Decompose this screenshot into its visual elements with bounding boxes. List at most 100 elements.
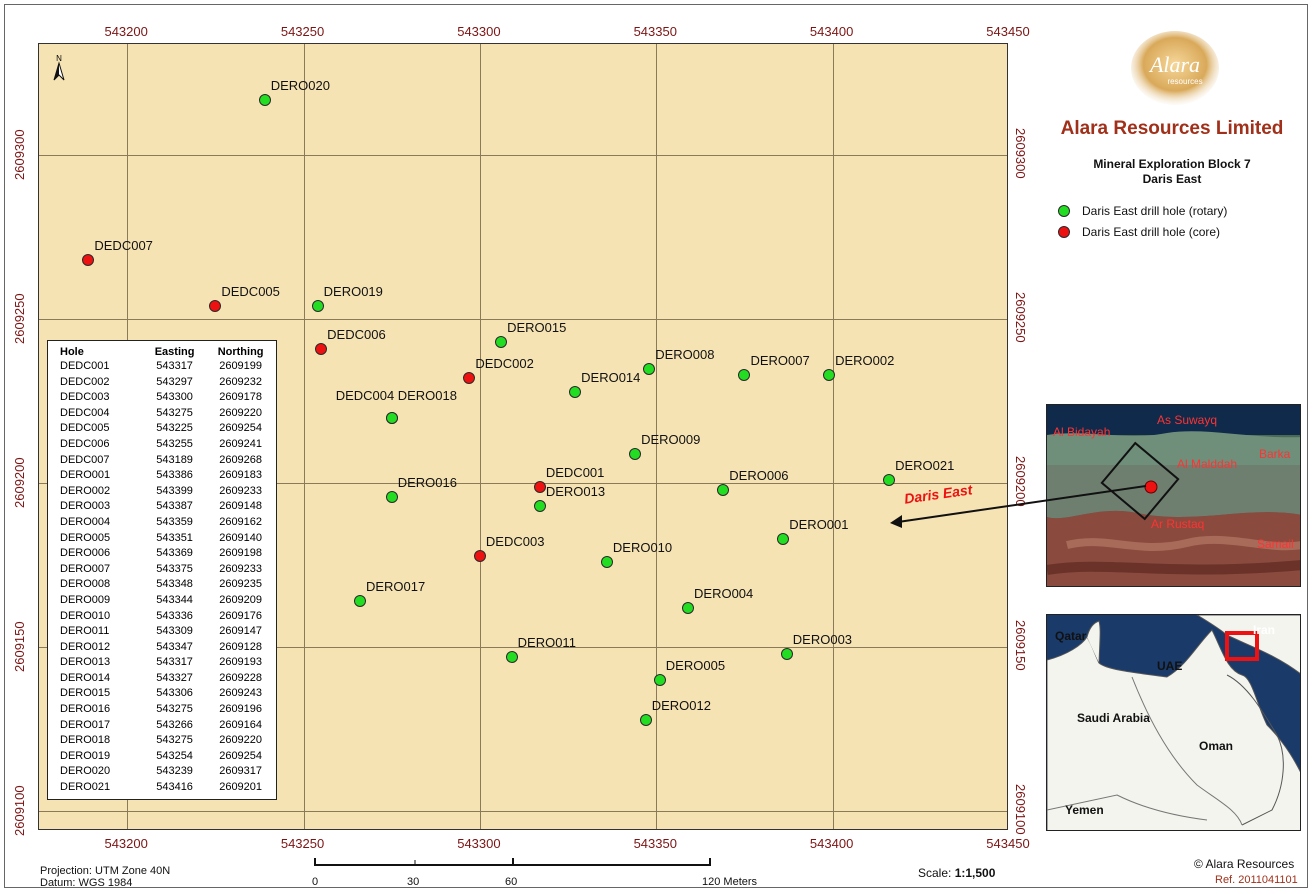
drill-hole-dero019[interactable] bbox=[311, 300, 324, 313]
x-tick-top-2: 543300 bbox=[457, 24, 501, 39]
drill-hole-dero003[interactable] bbox=[780, 647, 793, 660]
drill-hole-dero012[interactable] bbox=[639, 713, 652, 726]
drill-hole-label-dero003: DERO003 bbox=[792, 631, 853, 647]
drill-hole-dero004[interactable] bbox=[682, 602, 695, 615]
legend-rotary-swatch bbox=[1058, 205, 1070, 217]
table-cell-northing: 2609243 bbox=[219, 687, 263, 700]
drill-hole-label-dedc006: DEDC006 bbox=[327, 326, 386, 342]
x-tick-bottom-0: 543200 bbox=[104, 836, 148, 851]
table-row: DERO009 543344 2609209 bbox=[48, 593, 276, 609]
place-al-malddah: Al Malddah bbox=[1177, 457, 1238, 471]
table-row: DERO014 543327 2609228 bbox=[48, 671, 276, 687]
table-cell-hole: DERO006 bbox=[60, 547, 111, 560]
table-cell-easting: 543327 bbox=[156, 671, 193, 684]
north-label: N bbox=[56, 54, 62, 63]
drill-hole-label-dero008: DERO008 bbox=[655, 346, 715, 362]
drill-hole-label-dero020: DERO020 bbox=[270, 77, 330, 93]
table-cell-hole: DEDC006 bbox=[60, 437, 110, 450]
drill-hole-label-dero016: DERO016 bbox=[397, 474, 457, 490]
drill-hole-dero021[interactable] bbox=[883, 474, 896, 487]
table-cell-easting: 543359 bbox=[156, 515, 193, 528]
drill-hole-dedc005[interactable] bbox=[209, 300, 222, 313]
table-cell-northing: 2609268 bbox=[219, 453, 263, 466]
drill-hole-dedc007[interactable] bbox=[82, 254, 95, 267]
drill-hole-dero006[interactable] bbox=[717, 483, 730, 496]
drill-hole-dero009[interactable] bbox=[629, 447, 642, 460]
drill-hole-dero013[interactable] bbox=[533, 500, 546, 513]
table-row: DEDC001 543317 2609199 bbox=[48, 359, 276, 375]
table-cell-easting: 543300 bbox=[156, 391, 193, 404]
place-iran: Iran bbox=[1253, 623, 1276, 637]
map-frame bbox=[4, 4, 1308, 888]
table-row: DEDC007 543189 2609268 bbox=[48, 453, 276, 469]
country-outline-icon bbox=[1047, 615, 1300, 830]
y-tick-right-0: 2609300 bbox=[1013, 128, 1028, 180]
table-cell-easting: 543255 bbox=[156, 437, 193, 450]
x-tick-bottom-2: 543300 bbox=[457, 836, 501, 851]
scale-bar bbox=[314, 858, 711, 866]
drill-hole-dedc001[interactable] bbox=[533, 480, 546, 493]
table-cell-northing: 2609228 bbox=[219, 671, 263, 684]
table-cell-northing: 2609162 bbox=[219, 515, 263, 528]
x-tick-bottom-4: 543400 bbox=[809, 836, 854, 851]
drill-hole-dero018[interactable] bbox=[385, 411, 398, 424]
table-cell-easting: 543275 bbox=[156, 734, 193, 747]
drill-hole-dero020[interactable] bbox=[258, 93, 271, 106]
drill-hole-dero008[interactable] bbox=[643, 362, 656, 375]
table-header-easting: Easting bbox=[154, 346, 195, 358]
drill-hole-label-dero011: DERO011 bbox=[517, 635, 576, 651]
map-subtitle-1: Mineral Exploration Block 7 bbox=[1093, 157, 1251, 171]
drill-hole-dero002[interactable] bbox=[823, 369, 836, 382]
drill-hole-dero010[interactable] bbox=[600, 556, 613, 569]
place-samail: Samail bbox=[1257, 537, 1294, 551]
drill-hole-dedc003[interactable] bbox=[473, 549, 486, 562]
scale-tick-60: 60 bbox=[505, 876, 518, 888]
scale-tick-0: 0 bbox=[312, 876, 319, 888]
table-row: DERO005 543351 2609140 bbox=[48, 531, 276, 547]
drill-hole-dedc002[interactable] bbox=[463, 372, 476, 385]
table-row: DEDC002 543297 2609232 bbox=[48, 375, 276, 391]
x-tick-bottom-1: 543250 bbox=[280, 836, 325, 851]
callout-arrow-icon bbox=[890, 485, 1147, 528]
drill-hole-dero016[interactable] bbox=[385, 490, 398, 503]
table-row: DEDC004 543275 2609220 bbox=[48, 406, 276, 422]
hole-table-box: Hole Easting Northing DEDC001 543317 26091… bbox=[47, 340, 277, 800]
copyright-text: © Alara Resources bbox=[1194, 857, 1295, 871]
table-row: DERO004 543359 2609162 bbox=[48, 515, 276, 531]
drill-hole-label-dedc003: DEDC003 bbox=[485, 533, 545, 549]
map-panel[interactable]: N DEDC001 DEDC002 DEDC003 DEDC004 DEDC005 DED… bbox=[38, 43, 1008, 830]
regional-terrain-icon bbox=[1047, 405, 1300, 586]
drill-hole-dero017[interactable] bbox=[353, 595, 366, 608]
x-tick-bottom-3: 543350 bbox=[633, 836, 677, 851]
table-cell-northing: 2609148 bbox=[219, 500, 263, 513]
table-cell-hole: DERO005 bbox=[60, 531, 111, 544]
table-cell-hole: DERO010 bbox=[60, 609, 111, 622]
drill-hole-dero011[interactable] bbox=[505, 651, 518, 664]
place-as-suwayq: As Suwayq bbox=[1157, 413, 1218, 427]
y-tick-left-0: 2609300 bbox=[12, 129, 27, 181]
drill-hole-dero015[interactable] bbox=[495, 336, 508, 349]
datum-text: Datum: WGS 1984 bbox=[40, 877, 133, 889]
drill-hole-dero014[interactable] bbox=[569, 385, 582, 398]
table-cell-northing: 2609220 bbox=[219, 406, 263, 419]
drill-hole-label-dero009: DERO009 bbox=[641, 431, 701, 447]
grid-line-y-4 bbox=[39, 811, 1007, 813]
table-cell-easting: 543225 bbox=[156, 422, 193, 435]
scale-label-text: Scale: bbox=[918, 866, 952, 880]
table-cell-hole: DERO001 bbox=[60, 469, 111, 482]
drill-hole-dero005[interactable] bbox=[653, 674, 666, 687]
table-cell-hole: DEDC007 bbox=[60, 453, 110, 466]
drill-hole-label-dero005: DERO005 bbox=[665, 658, 726, 674]
drill-hole-label-dero018: DERO018 bbox=[397, 387, 457, 403]
table-cell-easting: 543317 bbox=[156, 656, 193, 669]
drill-hole-label-dedc004: DEDC004 bbox=[335, 387, 395, 403]
table-cell-hole: DERO016 bbox=[60, 703, 111, 716]
scale-value: 1:1,500 bbox=[954, 866, 996, 880]
drill-hole-dedc006[interactable] bbox=[315, 342, 328, 355]
table-cell-easting: 543399 bbox=[156, 484, 193, 497]
drill-hole-dero001[interactable] bbox=[777, 533, 790, 546]
grid-line-x-1 bbox=[303, 44, 305, 829]
table-cell-hole: DERO008 bbox=[60, 578, 111, 591]
table-row: DERO003 543387 2609148 bbox=[48, 499, 276, 515]
drill-hole-dero007[interactable] bbox=[738, 369, 751, 382]
